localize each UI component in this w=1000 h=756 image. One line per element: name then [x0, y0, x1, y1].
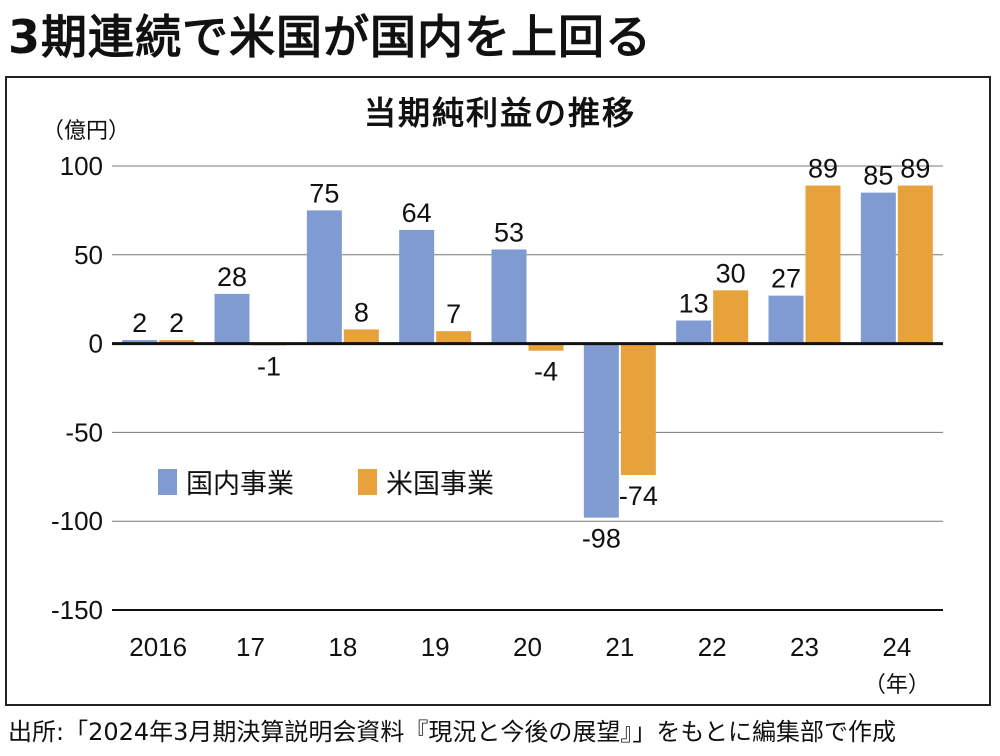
y-tick-label: -100: [51, 506, 103, 536]
x-tick-label: 23: [790, 632, 819, 662]
data-label: 8: [354, 297, 369, 327]
y-tick-label: 50: [74, 240, 103, 270]
x-tick-label: 24: [882, 632, 911, 662]
bar-domestic: [122, 340, 158, 344]
x-tick-label: 22: [698, 632, 727, 662]
bar-domestic: [491, 249, 527, 344]
source-note: 出所:「2024年3月期決算説明会資料『現況と今後の展望』」をもとに編集部で作成: [8, 718, 896, 746]
data-label: -98: [582, 524, 621, 554]
bar-us: [159, 340, 195, 344]
bar-us: [436, 331, 472, 344]
headline: 3期連続で米国が国内を上回る: [8, 10, 653, 64]
x-tick-label: 19: [421, 632, 450, 662]
chart-title: 当期純利益の推移: [363, 94, 636, 132]
y-unit-label: （億円）: [42, 119, 130, 144]
bar-domestic: [399, 229, 435, 344]
data-label: 64: [402, 198, 432, 228]
data-label: 2: [132, 308, 147, 338]
bar-us: [805, 185, 841, 344]
bar-us: [897, 185, 933, 344]
x-tick-label: 17: [236, 632, 265, 662]
data-label: 89: [900, 154, 930, 184]
legend-swatch-domestic: [158, 469, 177, 495]
bar-domestic: [306, 210, 342, 344]
bar-domestic: [214, 293, 250, 344]
x-tick-label: 18: [328, 632, 357, 662]
legend-label-domestic: 国内事業: [186, 469, 294, 500]
data-label: 28: [217, 262, 247, 292]
bar-us: [528, 343, 564, 351]
bar-domestic: [860, 192, 896, 344]
data-label: 27: [771, 264, 801, 294]
x-unit-label: （年）: [864, 673, 930, 698]
y-tick-label: -150: [51, 595, 103, 625]
bar-us: [713, 290, 749, 344]
data-label: -74: [619, 481, 658, 511]
data-label: 89: [808, 154, 838, 184]
data-label: 75: [309, 178, 339, 208]
data-label: 85: [863, 161, 893, 191]
y-tick-label: 100: [60, 151, 103, 181]
data-label: 30: [716, 258, 746, 288]
y-tick-label: 0: [89, 329, 103, 359]
data-label: 2: [169, 308, 184, 338]
bar-us: [343, 329, 379, 344]
legend-label-us: 米国事業: [386, 469, 494, 500]
data-label: 53: [494, 217, 524, 247]
bar-domestic: [583, 343, 619, 518]
bar-domestic: [676, 320, 712, 344]
data-label: -1: [257, 351, 281, 381]
bar-domestic: [768, 295, 804, 344]
data-label: -4: [534, 357, 558, 387]
data-label: 7: [446, 299, 461, 329]
data-label: 13: [679, 289, 709, 319]
x-tick-label: 21: [605, 632, 634, 662]
bar-us: [620, 343, 656, 476]
x-tick-label: 2016: [129, 632, 187, 662]
chart-panel: [5, 76, 991, 706]
y-tick-label: -50: [65, 417, 103, 447]
x-tick-label: 20: [513, 632, 542, 662]
legend-swatch-us: [358, 469, 377, 495]
